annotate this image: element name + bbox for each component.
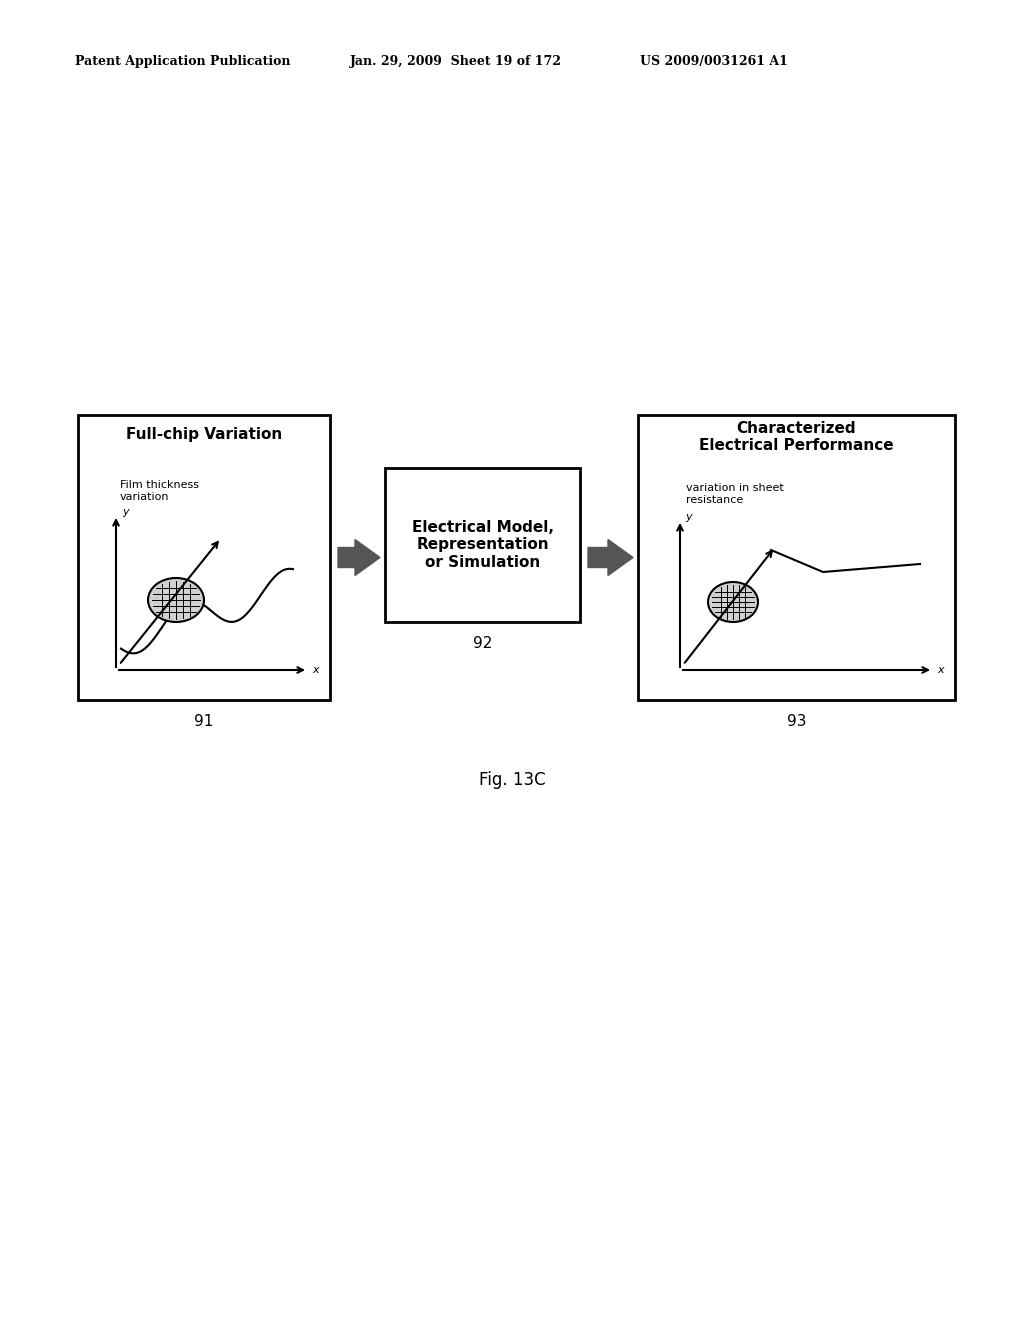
Text: US 2009/0031261 A1: US 2009/0031261 A1 (640, 55, 787, 69)
Text: y: y (122, 507, 129, 517)
Text: 92: 92 (473, 636, 493, 652)
Bar (78, 414, 330, 700)
Text: Fig. 13C: Fig. 13C (478, 771, 546, 789)
Text: y: y (685, 512, 691, 521)
Bar (385, 469, 580, 622)
Text: 91: 91 (195, 714, 214, 730)
Text: 93: 93 (786, 714, 806, 730)
Text: Patent Application Publication: Patent Application Publication (75, 55, 291, 69)
Polygon shape (588, 540, 633, 576)
Bar (638, 414, 955, 700)
Ellipse shape (148, 578, 204, 622)
Text: x: x (312, 665, 318, 675)
Text: Jan. 29, 2009  Sheet 19 of 172: Jan. 29, 2009 Sheet 19 of 172 (350, 55, 562, 69)
Polygon shape (338, 540, 380, 576)
Text: variation in sheet
resistance: variation in sheet resistance (686, 483, 783, 504)
Text: Full-chip Variation: Full-chip Variation (126, 428, 283, 442)
Text: Electrical Model,
Representation
or Simulation: Electrical Model, Representation or Simu… (412, 520, 554, 570)
Text: Film thickness
variation: Film thickness variation (120, 480, 199, 502)
Text: Characterized
Electrical Performance: Characterized Electrical Performance (699, 421, 894, 453)
Ellipse shape (708, 582, 758, 622)
Text: x: x (937, 665, 944, 675)
